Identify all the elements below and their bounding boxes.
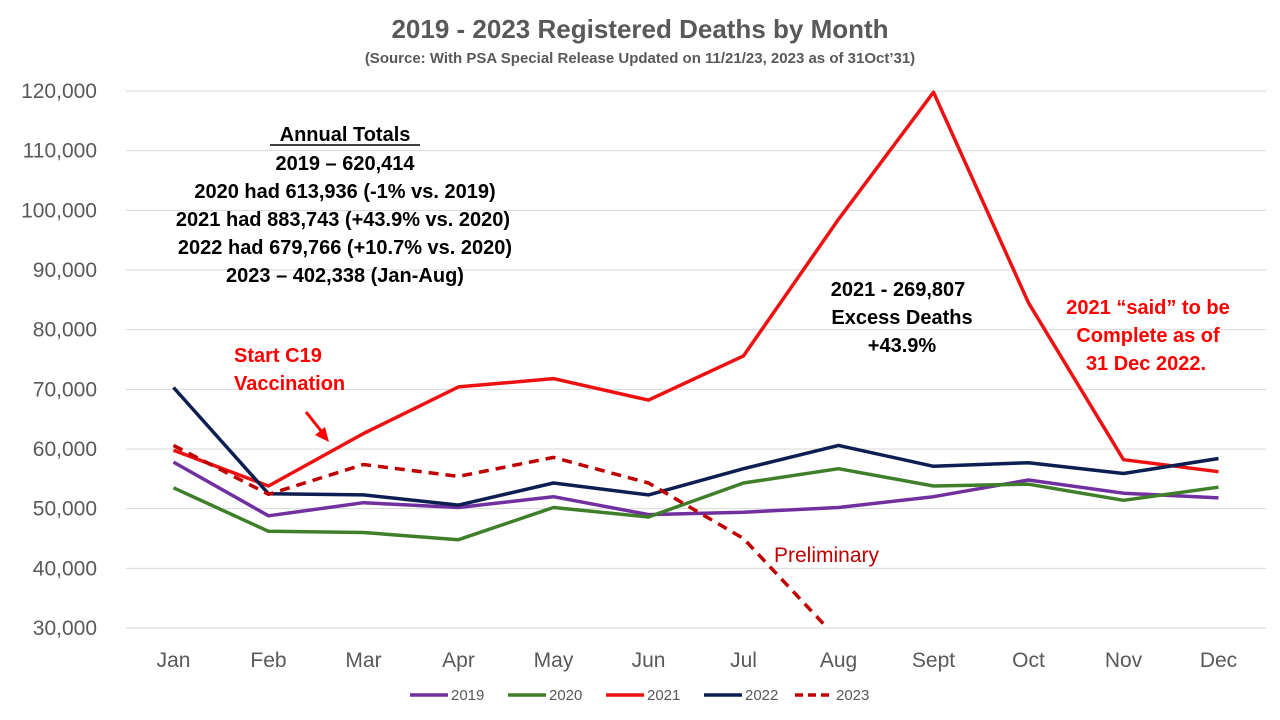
chart-title: 2019 - 2023 Registered Deaths by Month	[391, 14, 888, 44]
y-tick-label: 60,000	[33, 438, 97, 461]
x-tick-label: Apr	[442, 649, 475, 672]
annual-total-2020: 2020 had 613,936 (-1% vs. 2019)	[194, 181, 495, 203]
y-tick-label: 40,000	[33, 557, 97, 580]
x-tick-label: Jan	[157, 649, 191, 672]
y-axis: 30,000 40,000 50,000 60,000 70,000 80,000 90,0…	[21, 80, 97, 640]
x-axis: Jan Feb Mar Apr May Jun Jul Aug Sept Oct Nov Dec	[157, 649, 1238, 672]
legend-label-2021: 2021	[647, 687, 680, 704]
series-lines	[172, 90, 1219, 628]
legend: 2019 2020 2021 2022 2023	[410, 687, 869, 704]
y-tick-label: 70,000	[33, 378, 97, 401]
excess-deaths-line-2: Excess Deaths	[831, 307, 972, 329]
series-line-2023	[172, 443, 830, 628]
complete-line-1: 2021 “said” to be	[1066, 297, 1229, 319]
excess-deaths-annotation: 2021 - 269,807 Excess Deaths +43.9%	[831, 279, 973, 357]
x-tick-label: Mar	[345, 649, 381, 672]
y-tick-label: 100,000	[21, 199, 97, 222]
legend-label-2019: 2019	[451, 687, 484, 704]
y-tick-label: 90,000	[33, 259, 97, 282]
legend-label-2022: 2022	[745, 687, 778, 704]
vaccination-arrow-head	[315, 427, 329, 442]
x-tick-label: Jun	[632, 649, 666, 672]
preliminary-label: Preliminary	[774, 544, 880, 567]
y-tick-label: 80,000	[33, 319, 97, 342]
x-tick-label: Dec	[1200, 649, 1237, 672]
series-line-2020	[172, 466, 1219, 542]
annual-totals-annotation: Annual Totals 2019 – 620,414 2020 had 61…	[176, 124, 512, 287]
series-line-2022	[172, 386, 1219, 507]
excess-deaths-line-3: +43.9%	[868, 335, 937, 357]
y-tick-label: 110,000	[23, 140, 97, 163]
annual-total-2021: 2021 had 883,743 (+43.9% vs. 2020)	[176, 209, 510, 231]
x-tick-label: Sept	[912, 649, 955, 672]
x-tick-label: May	[534, 649, 574, 672]
vaccination-line-2: Vaccination	[234, 373, 345, 395]
x-tick-label: Nov	[1105, 649, 1143, 672]
annual-totals-heading: Annual Totals	[280, 124, 411, 146]
complete-annotation: 2021 “said” to be Complete as of 31 Dec …	[1066, 297, 1229, 375]
excess-deaths-line-1: 2021 - 269,807	[831, 279, 966, 301]
y-tick-label: 30,000	[33, 617, 97, 640]
vaccination-annotation: Start C19 Vaccination	[234, 345, 345, 442]
x-tick-label: Jul	[730, 649, 757, 672]
vaccination-line-1: Start C19	[234, 345, 322, 367]
x-tick-label: Feb	[250, 649, 286, 672]
annual-total-2022: 2022 had 679,766 (+10.7% vs. 2020)	[178, 237, 512, 259]
complete-line-2: Complete as of	[1076, 325, 1220, 347]
annual-total-2023: 2023 – 402,338 (Jan-Aug)	[226, 265, 464, 287]
series-line-2019	[172, 460, 1219, 518]
y-tick-label: 50,000	[33, 498, 97, 521]
chart-subtitle: (Source: With PSA Special Release Update…	[365, 50, 915, 67]
legend-label-2020: 2020	[549, 687, 582, 704]
y-tick-label: 120,000	[21, 80, 97, 103]
series-line-2021	[172, 90, 1219, 488]
complete-line-3: 31 Dec 2022.	[1086, 353, 1206, 375]
annual-total-2019: 2019 – 620,414	[275, 153, 415, 175]
x-tick-label: Aug	[820, 649, 857, 672]
x-tick-label: Oct	[1012, 649, 1045, 672]
legend-label-2023: 2023	[836, 687, 869, 704]
vaccination-arrow-shaft	[304, 411, 324, 433]
